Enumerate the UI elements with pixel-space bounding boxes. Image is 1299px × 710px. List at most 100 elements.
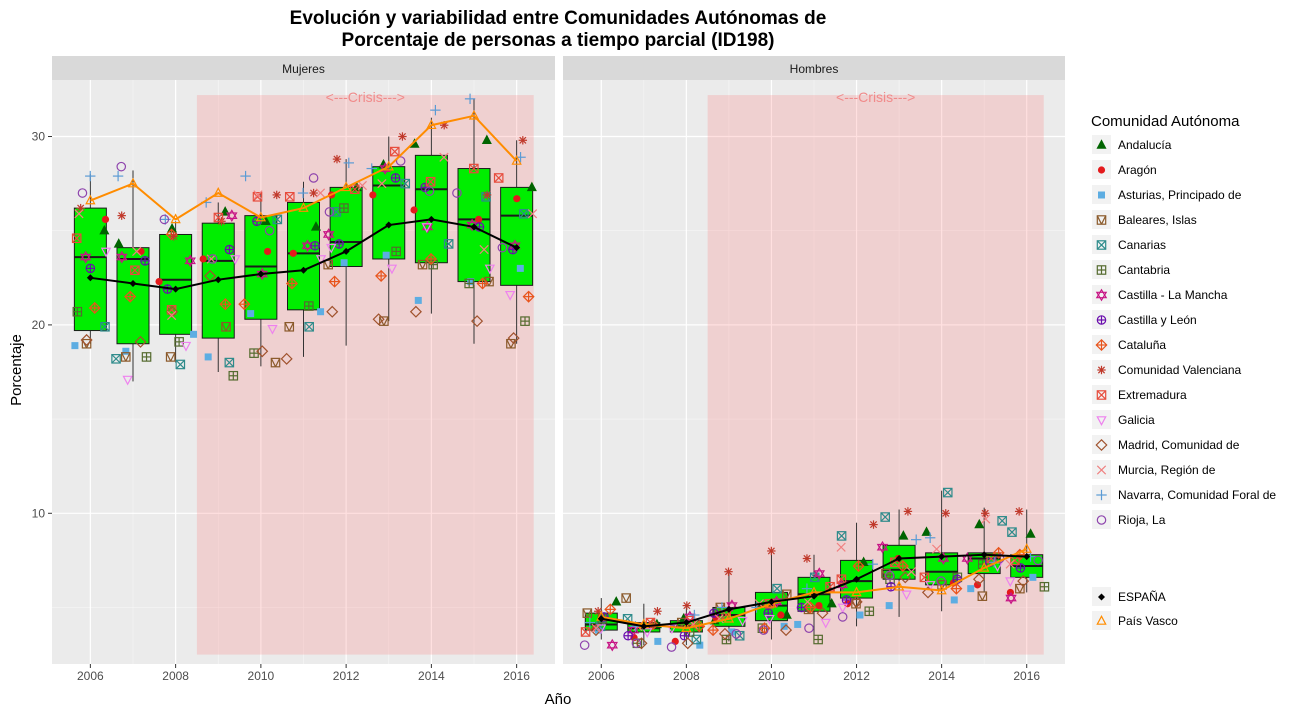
legend-label: Baleares, Islas xyxy=(1118,213,1197,227)
espana-point xyxy=(470,223,478,231)
point-plus xyxy=(801,583,813,594)
point-square-x xyxy=(582,608,593,618)
crisis-label: <---Crisis---> xyxy=(836,89,915,105)
point-circle xyxy=(424,186,435,196)
pais-vasco-point xyxy=(851,586,862,597)
facet-strip-label: Mujeres xyxy=(282,62,325,76)
legend-label: Cataluña xyxy=(1118,338,1166,352)
point-square-x xyxy=(484,276,494,287)
point-plus xyxy=(240,170,251,182)
point-asterisk xyxy=(117,211,126,220)
point-triangle-filled xyxy=(611,596,622,606)
point-square-filled xyxy=(950,596,958,604)
chart-title-line2: Porcentaje de personas a tiempo parcial … xyxy=(342,30,775,51)
legend-key xyxy=(1092,285,1111,304)
point-asterisk xyxy=(309,188,318,198)
x-tick-label: 2010 xyxy=(248,669,275,683)
point-square-filled xyxy=(467,278,475,286)
point-circle-filled xyxy=(973,581,982,589)
point-plus xyxy=(910,534,922,545)
point-triangle-filled xyxy=(113,238,124,248)
legend-key xyxy=(1092,210,1111,229)
pais-vasco-point xyxy=(893,580,905,591)
point-triangle-down xyxy=(122,375,133,386)
point-x xyxy=(315,188,326,198)
point-triangle-filled xyxy=(99,224,110,235)
point-triangle-filled xyxy=(310,221,321,231)
legend-item: Cataluña xyxy=(1092,335,1166,354)
point-triangle-filled xyxy=(826,597,837,608)
legend-key-square-x xyxy=(1096,215,1107,225)
box-2014 xyxy=(414,117,448,314)
legend: Andalucía Aragón Asturias, Principado de Ba… xyxy=(1092,135,1276,630)
point-circle-filled xyxy=(815,602,823,610)
legend-item: Baleares, Islas xyxy=(1092,210,1197,229)
facet-strip xyxy=(563,56,1065,80)
espana-point xyxy=(257,270,265,278)
point-triangle-filled xyxy=(1025,528,1036,538)
point-square-x2 xyxy=(304,321,314,332)
x-tick-label: 2008 xyxy=(162,669,189,683)
legend-item: Galicia xyxy=(1092,410,1155,429)
legend-item: Castilla - La Mancha xyxy=(1092,285,1228,304)
point-square-x2 xyxy=(772,583,782,594)
facet-strip-label: Hombres xyxy=(790,62,839,76)
point-square-filled xyxy=(340,259,348,267)
point-triangle-down xyxy=(642,628,653,638)
point-x xyxy=(253,190,263,200)
point-plus xyxy=(297,187,309,199)
legend-label: Comunidad Valenciana xyxy=(1118,363,1242,377)
point-circle-filled xyxy=(264,247,272,256)
point-circle-filled xyxy=(410,206,418,214)
espana-point xyxy=(810,592,818,600)
point-circle xyxy=(936,576,946,586)
point-square-plus xyxy=(520,316,530,326)
point-diamond-plus xyxy=(707,624,720,637)
point-star-david xyxy=(322,228,335,241)
point-asterisk xyxy=(653,607,662,616)
point-circle xyxy=(264,225,275,236)
point-circle xyxy=(77,188,88,198)
point-triangle-filled xyxy=(898,530,909,540)
point-triangle-down xyxy=(595,624,607,635)
point-diamond xyxy=(372,313,385,326)
box-iqr xyxy=(159,233,193,335)
legend-key-triangle xyxy=(1096,615,1107,625)
point-square-x2 xyxy=(272,214,283,225)
legend-key-diamond-plus xyxy=(1095,338,1108,352)
point-star-david xyxy=(1005,591,1017,605)
point-square-filled xyxy=(1029,573,1037,581)
point-asterisk xyxy=(439,121,449,130)
point-diamond xyxy=(718,627,732,640)
point-plus xyxy=(343,157,354,169)
point-triangle-down xyxy=(421,223,432,233)
point-diamond xyxy=(779,624,793,637)
point-circle-plus xyxy=(841,595,852,605)
point-square-x2 xyxy=(224,357,235,368)
point-circle xyxy=(804,623,814,634)
point-x xyxy=(591,623,601,633)
legend-label: Galicia xyxy=(1118,413,1155,427)
point-square-x xyxy=(165,352,176,362)
point-circle xyxy=(579,640,590,650)
point-circle-filled xyxy=(101,215,110,224)
point-triangle-filled xyxy=(974,518,985,529)
chart-title-line1: Evolución y variabilidad entre Comunidad… xyxy=(290,8,827,29)
espana-point xyxy=(427,215,435,223)
point-plus xyxy=(464,93,476,105)
box-2008 xyxy=(159,221,193,363)
point-plus xyxy=(366,163,377,174)
point-circle-filled xyxy=(199,255,207,263)
pais-vasco-point xyxy=(723,612,735,623)
espana-point xyxy=(597,615,605,623)
box-iqr xyxy=(372,166,406,260)
point-triangle-down xyxy=(326,243,337,254)
point-circle-plus xyxy=(140,256,150,266)
x-axis-title: Año xyxy=(545,691,572,708)
legend-key xyxy=(1092,611,1111,630)
point-triangle-filled xyxy=(481,134,492,144)
point-square-plus xyxy=(391,246,401,257)
point-circle-filled xyxy=(513,195,521,203)
point-asterisk xyxy=(332,154,342,164)
